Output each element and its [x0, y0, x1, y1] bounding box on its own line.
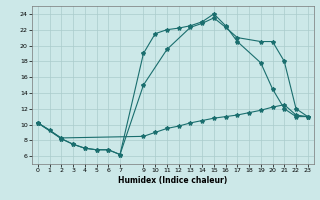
- X-axis label: Humidex (Indice chaleur): Humidex (Indice chaleur): [118, 176, 228, 185]
